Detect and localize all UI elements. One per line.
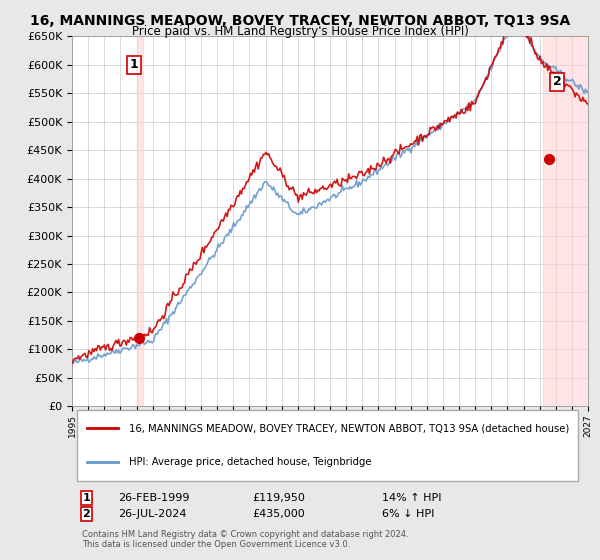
- Text: 16, MANNINGS MEADOW, BOVEY TRACEY, NEWTON ABBOT, TQ13 9SA (detached house): 16, MANNINGS MEADOW, BOVEY TRACEY, NEWTO…: [129, 423, 569, 433]
- Text: 14% ↑ HPI: 14% ↑ HPI: [382, 493, 441, 503]
- Text: 2: 2: [553, 76, 561, 88]
- Text: HPI: Average price, detached house, Teignbridge: HPI: Average price, detached house, Teig…: [129, 456, 371, 466]
- Text: £435,000: £435,000: [253, 509, 305, 519]
- Text: 16, MANNINGS MEADOW, BOVEY TRACEY, NEWTON ABBOT, TQ13 9SA: 16, MANNINGS MEADOW, BOVEY TRACEY, NEWTO…: [30, 14, 570, 28]
- Text: 1: 1: [130, 58, 139, 71]
- Text: 1: 1: [82, 493, 90, 503]
- Bar: [543, 36, 588, 406]
- Text: 26-FEB-1999: 26-FEB-1999: [118, 493, 190, 503]
- Text: 26-JUL-2024: 26-JUL-2024: [118, 509, 187, 519]
- Text: £119,950: £119,950: [253, 493, 305, 503]
- Bar: [137, 36, 143, 406]
- FancyBboxPatch shape: [77, 410, 578, 482]
- Text: 6% ↓ HPI: 6% ↓ HPI: [382, 509, 434, 519]
- Text: Contains HM Land Registry data © Crown copyright and database right 2024.
This d: Contains HM Land Registry data © Crown c…: [82, 530, 409, 549]
- Text: Price paid vs. HM Land Registry's House Price Index (HPI): Price paid vs. HM Land Registry's House …: [131, 25, 469, 38]
- Text: 2: 2: [82, 509, 90, 519]
